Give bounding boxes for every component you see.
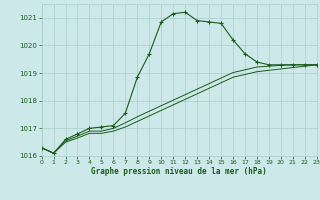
X-axis label: Graphe pression niveau de la mer (hPa): Graphe pression niveau de la mer (hPa) [91,167,267,176]
